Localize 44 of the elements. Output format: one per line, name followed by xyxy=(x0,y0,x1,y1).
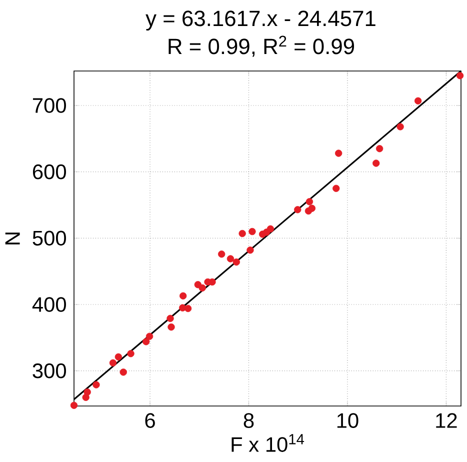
x-axis-title: F x 10$^{14}$ xyxy=(232,434,304,452)
point xyxy=(226,255,234,262)
x-tick-label: 10 xyxy=(337,413,358,428)
x-tick-label: 12 xyxy=(436,413,457,428)
point xyxy=(218,250,226,258)
y-tick-label: 700 xyxy=(33,98,66,113)
point xyxy=(232,258,240,266)
chart-subtitle: R = 0.99, R$^{2}$ = 0.99 xyxy=(168,36,354,57)
point xyxy=(180,292,187,300)
point xyxy=(376,145,384,152)
point xyxy=(184,304,192,312)
point xyxy=(294,206,302,214)
point xyxy=(334,150,342,157)
point xyxy=(142,338,150,346)
point xyxy=(372,160,380,167)
y-tick-label: 600 xyxy=(32,164,66,180)
point xyxy=(127,350,134,358)
point xyxy=(414,97,422,104)
point xyxy=(120,368,127,376)
point xyxy=(166,314,174,322)
y-axis-title: N xyxy=(5,232,20,244)
point xyxy=(306,198,314,206)
point xyxy=(238,230,246,238)
point xyxy=(248,228,256,236)
point xyxy=(168,323,175,331)
x-tick-label: 6 xyxy=(145,413,155,428)
point xyxy=(109,359,117,366)
point xyxy=(266,225,274,232)
y-tick-label: 500 xyxy=(32,230,66,246)
point xyxy=(70,402,78,409)
point xyxy=(114,353,122,360)
point xyxy=(308,204,316,212)
point xyxy=(84,388,91,396)
point xyxy=(92,381,100,388)
point xyxy=(456,72,464,80)
point xyxy=(198,284,206,292)
point xyxy=(332,184,340,192)
y-tick-label: 300 xyxy=(32,363,66,378)
chart-title: y = 63.1617.x - 24.4571 xyxy=(146,10,376,31)
x-tick-label: 8 xyxy=(244,413,254,428)
y-tick-label: 400 xyxy=(32,297,66,312)
point xyxy=(146,332,154,340)
point xyxy=(246,246,254,254)
point xyxy=(396,123,404,130)
